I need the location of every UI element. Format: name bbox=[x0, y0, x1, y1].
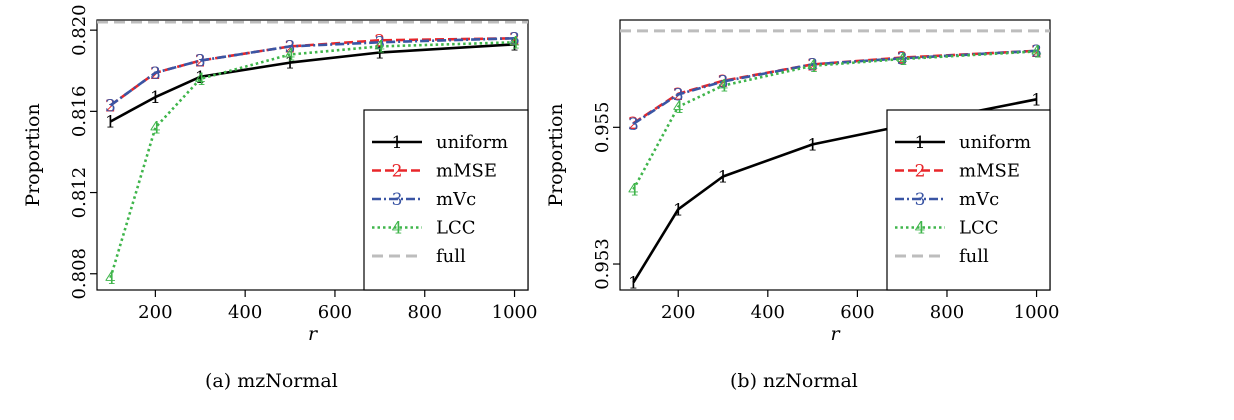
x-tick-label: 600 bbox=[318, 302, 352, 323]
legend-marker-uniform: 1 bbox=[392, 133, 403, 153]
legend-label-uniform: uniform bbox=[436, 132, 508, 153]
data-point-marker-lcc: 4 bbox=[195, 70, 206, 90]
data-point-marker-mvc: 3 bbox=[673, 86, 684, 106]
data-point-marker-mvc: 3 bbox=[195, 52, 206, 72]
legend-marker-mmse: 2 bbox=[915, 162, 926, 182]
data-point-marker-mvc: 3 bbox=[150, 64, 161, 84]
caption-nznormal: (b) nzNormal bbox=[730, 370, 858, 392]
data-point-marker-lcc: 4 bbox=[1031, 42, 1042, 62]
legend-label-full: full bbox=[959, 246, 989, 267]
data-point-marker-uniform: 1 bbox=[509, 35, 520, 55]
legend-marker-lcc: 4 bbox=[392, 219, 403, 239]
data-point-marker-lcc: 4 bbox=[673, 98, 684, 118]
data-point-marker-mmse: 2 bbox=[105, 96, 116, 116]
data-point-marker-uniform: 1 bbox=[807, 135, 818, 155]
legend-label-full: full bbox=[436, 246, 466, 267]
x-tick-label: 400 bbox=[751, 302, 785, 323]
legend-label-lcc: LCC bbox=[436, 218, 476, 239]
x-tick-label: 800 bbox=[930, 302, 964, 323]
legend-marker-mvc: 3 bbox=[392, 190, 403, 210]
data-point-marker-uniform: 1 bbox=[105, 113, 116, 133]
data-point-marker-uniform: 1 bbox=[718, 168, 729, 188]
y-axis-label: Proportion bbox=[22, 103, 44, 206]
y-tick-label: 0.816 bbox=[69, 86, 90, 138]
x-tick-label: 800 bbox=[408, 302, 442, 323]
data-point-marker-mmse: 2 bbox=[509, 29, 520, 49]
data-point-marker-mmse: 2 bbox=[374, 31, 385, 51]
data-point-marker-lcc: 4 bbox=[374, 37, 385, 57]
x-tick-label: 200 bbox=[661, 302, 695, 323]
caption-mznormal: (a) mzNormal bbox=[205, 370, 338, 392]
series-line-mvc bbox=[109, 37, 515, 107]
data-point-marker-mvc: 3 bbox=[807, 55, 818, 75]
y-tick-label: 0.820 bbox=[69, 4, 90, 56]
y-axis-label: Proportion bbox=[545, 103, 567, 206]
data-point-marker-mvc: 3 bbox=[718, 73, 729, 93]
data-point-marker-mmse: 2 bbox=[195, 52, 206, 72]
panel-nznormal: 200 400 600 800 1000 0.953 0.955 r Proportion 1 1 1… bbox=[545, 19, 1060, 345]
data-point-marker-uniform: 1 bbox=[150, 88, 161, 108]
data-point-marker-uniform: 1 bbox=[628, 273, 639, 293]
data-point-marker-mvc: 3 bbox=[285, 37, 296, 57]
legend-marker-mmse: 2 bbox=[392, 162, 403, 182]
x-tick-label: 1000 bbox=[1014, 302, 1060, 323]
data-point-marker-mvc: 3 bbox=[509, 29, 520, 49]
legend-marker-uniform: 1 bbox=[915, 133, 926, 153]
legend-marker-mvc: 3 bbox=[915, 190, 926, 210]
panel-mznormal: 200 400 600 800 1000 0.808 0.812 0.816 0.820 r Pro… bbox=[22, 4, 537, 345]
y-tick-label: 0.953 bbox=[592, 238, 613, 290]
x-tick-label: 400 bbox=[228, 302, 262, 323]
x-axis-label: r bbox=[830, 323, 841, 345]
data-point-marker-lcc: 4 bbox=[150, 119, 161, 139]
data-point-marker-lcc: 4 bbox=[897, 50, 908, 70]
legend-label-uniform: uniform bbox=[959, 132, 1031, 153]
data-point-marker-mmse: 2 bbox=[628, 114, 639, 134]
data-point-marker-uniform: 1 bbox=[374, 43, 385, 63]
x-tick-label: 200 bbox=[138, 302, 172, 323]
data-point-marker-uniform: 1 bbox=[285, 54, 296, 74]
y-tick-label: 0.955 bbox=[592, 102, 613, 154]
data-point-marker-mvc: 3 bbox=[105, 96, 116, 116]
data-point-marker-lcc: 4 bbox=[807, 57, 818, 77]
series-line-uniform bbox=[109, 43, 515, 123]
data-point-marker-uniform: 1 bbox=[1031, 90, 1042, 110]
data-point-marker-mvc: 3 bbox=[1031, 42, 1042, 62]
y-tick-label: 0.808 bbox=[69, 248, 90, 300]
series-line-lcc bbox=[109, 41, 515, 279]
y-tick-label: 0.812 bbox=[69, 167, 90, 219]
legend-label-lcc: LCC bbox=[959, 218, 999, 239]
data-point-marker-lcc: 4 bbox=[285, 46, 296, 66]
data-point-marker-mvc: 3 bbox=[628, 115, 639, 135]
legend-label-mvc: mVc bbox=[959, 189, 999, 210]
data-point-marker-lcc: 4 bbox=[718, 77, 729, 97]
legend-label-mmse: mMSE bbox=[959, 161, 1020, 182]
data-point-marker-uniform: 1 bbox=[673, 200, 684, 220]
data-point-marker-lcc: 4 bbox=[105, 269, 116, 289]
data-point-marker-uniform: 1 bbox=[195, 68, 206, 88]
legend-marker-lcc: 4 bbox=[915, 219, 926, 239]
data-point-marker-lcc: 4 bbox=[509, 33, 520, 53]
data-point-marker-mmse: 2 bbox=[718, 72, 729, 92]
series-line-lcc bbox=[632, 50, 1037, 191]
x-axis-label: r bbox=[308, 323, 319, 345]
data-point-marker-mvc: 3 bbox=[374, 33, 385, 53]
legend-label-mvc: mVc bbox=[436, 189, 476, 210]
data-point-marker-lcc: 4 bbox=[628, 181, 639, 201]
x-tick-label: 600 bbox=[840, 302, 874, 323]
x-tick-label: 1000 bbox=[492, 302, 538, 323]
legend-label-mmse: mMSE bbox=[436, 161, 497, 182]
